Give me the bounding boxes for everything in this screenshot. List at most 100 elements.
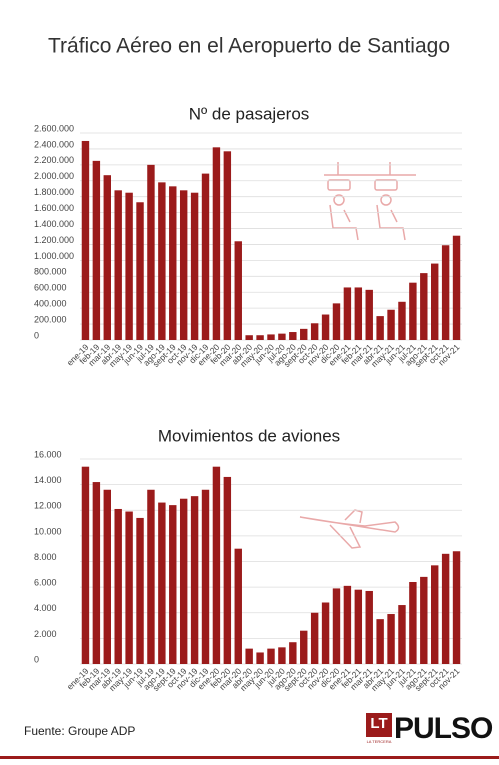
bar bbox=[278, 333, 286, 340]
y-tick-label: 1.400.000 bbox=[34, 219, 74, 229]
logo-box bbox=[366, 713, 392, 737]
bar bbox=[310, 323, 319, 340]
bar bbox=[409, 582, 417, 664]
logo-name: PULSO bbox=[394, 712, 493, 745]
bar bbox=[92, 160, 101, 340]
bar bbox=[234, 241, 242, 340]
bar bbox=[256, 652, 264, 664]
bar bbox=[245, 648, 253, 664]
bar bbox=[398, 605, 406, 664]
y-tick-label: 6.000 bbox=[34, 578, 57, 588]
bar bbox=[125, 511, 133, 664]
main-title: Tráfico Aéreo en el Aeropuerto de Santia… bbox=[48, 35, 450, 58]
y-tick-label: 2.200.000 bbox=[34, 155, 74, 165]
y-tick-label: 14.000 bbox=[34, 475, 62, 485]
bar bbox=[136, 517, 144, 664]
bar bbox=[169, 505, 177, 664]
bar bbox=[147, 164, 155, 340]
logo-sub: LA TERCERA bbox=[367, 739, 392, 744]
y-tick-label: 2.600.000 bbox=[34, 123, 74, 133]
y-tick-label: 400.000 bbox=[34, 299, 67, 309]
bar bbox=[234, 548, 242, 664]
bar bbox=[103, 175, 111, 340]
bar bbox=[431, 263, 439, 340]
chart-title: Nº de pasajeros bbox=[189, 104, 310, 123]
bar bbox=[300, 328, 308, 340]
bar bbox=[365, 289, 373, 340]
bar bbox=[81, 140, 90, 340]
bar bbox=[190, 496, 199, 664]
y-tick-label: 16.000 bbox=[34, 449, 62, 459]
y-tick-label: 1.800.000 bbox=[34, 187, 74, 197]
bar bbox=[332, 303, 341, 340]
y-tick-label: 10.000 bbox=[34, 526, 62, 536]
y-tick-label: 600.000 bbox=[34, 283, 67, 293]
bar bbox=[310, 612, 319, 664]
bar bbox=[278, 647, 286, 664]
bar bbox=[103, 489, 111, 664]
bar bbox=[354, 287, 363, 340]
bar bbox=[387, 614, 395, 664]
bar bbox=[398, 301, 406, 340]
bar bbox=[158, 182, 166, 340]
bar bbox=[179, 498, 188, 664]
bar bbox=[147, 489, 155, 664]
bar bbox=[92, 482, 101, 664]
bar bbox=[289, 332, 297, 340]
bar bbox=[125, 192, 133, 340]
bar bbox=[136, 202, 144, 340]
bar bbox=[212, 147, 221, 340]
bar bbox=[376, 316, 384, 340]
bar bbox=[114, 190, 122, 340]
bar bbox=[223, 476, 232, 664]
bar bbox=[431, 565, 439, 664]
bar bbox=[409, 282, 417, 340]
source-note: Fuente: Groupe ADP bbox=[24, 724, 135, 738]
y-tick-label: 2.400.000 bbox=[34, 139, 74, 149]
bar bbox=[267, 648, 275, 664]
bar bbox=[376, 619, 384, 664]
y-tick-label: 200.000 bbox=[34, 314, 67, 324]
bar bbox=[81, 466, 90, 664]
bar bbox=[245, 335, 253, 340]
bar bbox=[452, 235, 461, 340]
bar bbox=[365, 590, 373, 664]
bottom-rule bbox=[0, 756, 499, 759]
bar bbox=[420, 273, 428, 340]
y-tick-label: 8.000 bbox=[34, 552, 57, 562]
bar bbox=[158, 502, 166, 664]
plane-icon bbox=[299, 509, 400, 549]
seats-icon bbox=[324, 162, 416, 241]
y-tick-label: 1.200.000 bbox=[34, 235, 74, 245]
bar bbox=[223, 151, 232, 340]
bar bbox=[190, 192, 199, 340]
bar bbox=[201, 489, 210, 664]
bar bbox=[452, 551, 461, 664]
bar bbox=[441, 245, 450, 340]
bar bbox=[354, 589, 363, 664]
bar bbox=[114, 508, 122, 664]
bar bbox=[321, 602, 330, 664]
y-tick-label: 1.000.000 bbox=[34, 251, 74, 261]
y-tick-label: 2.000.000 bbox=[34, 171, 74, 181]
bar bbox=[332, 588, 341, 664]
bar bbox=[343, 287, 352, 340]
y-tick-label: 0 bbox=[34, 654, 39, 664]
y-tick-label: 4.000 bbox=[34, 603, 57, 613]
bar bbox=[343, 585, 352, 664]
bar bbox=[212, 466, 221, 664]
bar bbox=[267, 334, 275, 340]
chart-title: Movimientos de aviones bbox=[158, 426, 340, 445]
bar bbox=[420, 576, 428, 664]
bar bbox=[179, 190, 188, 340]
bar bbox=[289, 642, 297, 664]
y-tick-label: 800.000 bbox=[34, 267, 67, 277]
y-tick-label: 0 bbox=[34, 330, 39, 340]
y-tick-label: 2.000 bbox=[34, 629, 57, 639]
bar bbox=[387, 309, 395, 340]
y-tick-label: 12.000 bbox=[34, 501, 62, 511]
bar bbox=[300, 630, 308, 664]
bar bbox=[256, 335, 264, 340]
bar bbox=[321, 314, 330, 340]
